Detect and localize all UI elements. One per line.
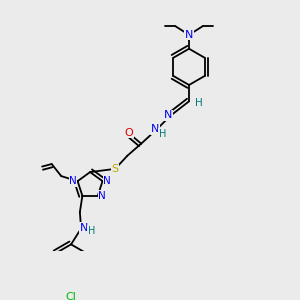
Text: N: N bbox=[185, 30, 193, 40]
Text: S: S bbox=[111, 164, 118, 174]
Text: O: O bbox=[124, 128, 133, 138]
Text: H: H bbox=[159, 129, 166, 139]
Text: N: N bbox=[80, 223, 88, 233]
Text: N: N bbox=[164, 110, 172, 121]
Text: H: H bbox=[195, 98, 203, 108]
Text: Cl: Cl bbox=[66, 292, 76, 300]
Text: N: N bbox=[98, 191, 106, 201]
Text: N: N bbox=[69, 176, 77, 186]
Text: N: N bbox=[151, 124, 159, 134]
Text: H: H bbox=[88, 226, 95, 236]
Text: N: N bbox=[103, 176, 111, 186]
